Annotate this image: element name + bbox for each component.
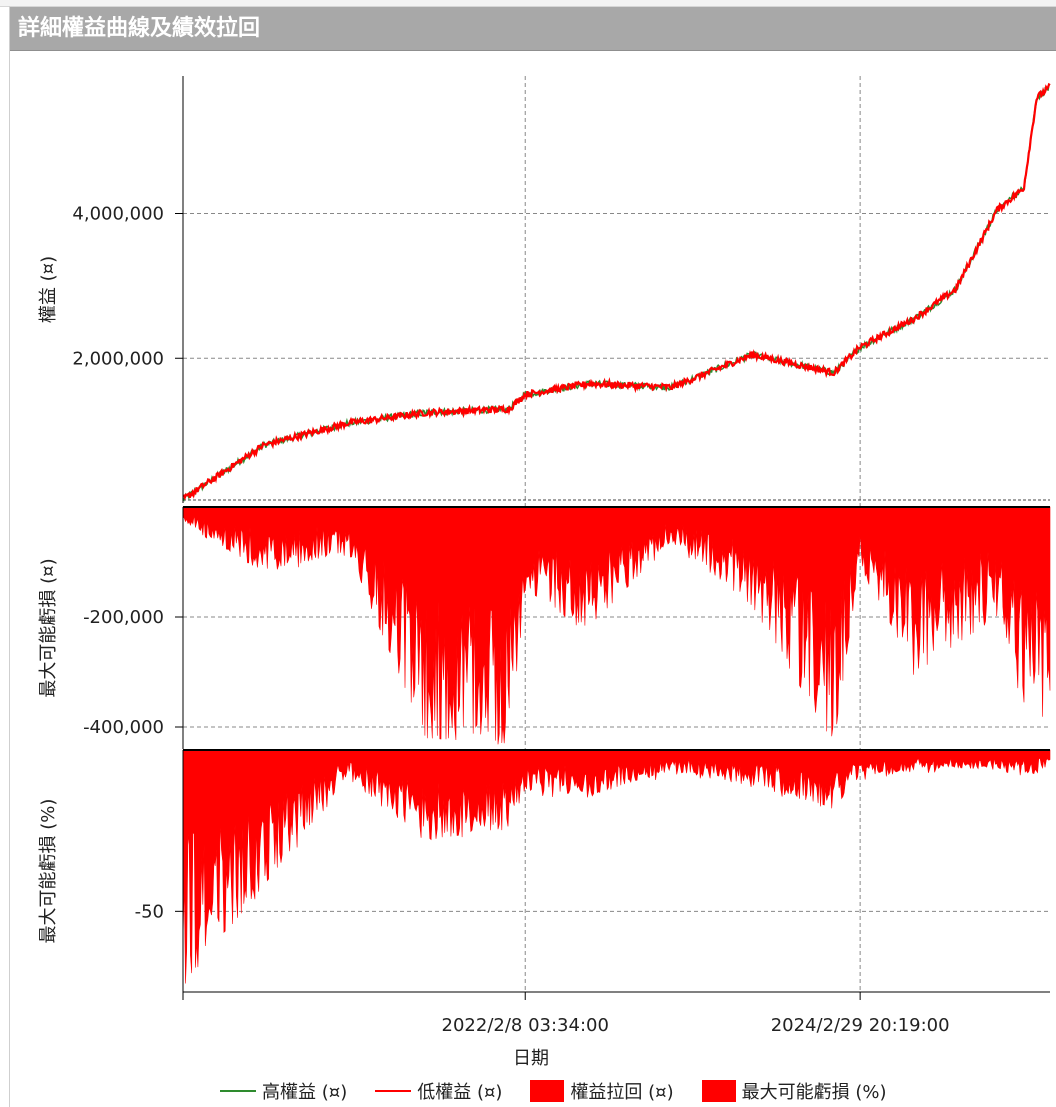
y-axis-title: 權益 (¤) [38, 256, 59, 323]
legend-item-drawdown[interactable]: 權益拉回 (¤) [530, 1078, 674, 1104]
legend-label: 權益拉回 (¤) [570, 1082, 674, 1103]
legend-item-high-equity[interactable]: 高權益 (¤) [220, 1078, 347, 1104]
legend-line-icon [220, 1090, 256, 1092]
window-title: 詳細權益曲線及績效拉回 [10, 7, 1056, 51]
x-axis-title: 日期 [513, 1048, 549, 1069]
chart-labels: 2022/2/8 03:34:00 2024/2/29 20:19:00 日期 2,0… [38, 204, 950, 1069]
window-top-edge [0, 0, 1056, 7]
y-tick-label: -400,000 [83, 717, 164, 738]
drawdown-area [182, 506, 1051, 745]
low-equity-line [182, 82, 1051, 501]
y-axis-title: 最大可能虧損 (%) [38, 799, 59, 944]
legend-line-icon [375, 1090, 412, 1092]
y-axis-title: 最大可能虧損 (¤) [38, 558, 59, 697]
legend-item-low-equity[interactable]: 低權益 (¤) [375, 1078, 502, 1104]
chart-plots [182, 82, 1051, 984]
legend-label: 低權益 (¤) [417, 1082, 503, 1103]
y-tick-label: -50 [135, 901, 164, 922]
max-loss-pct-area [182, 749, 1051, 984]
high-equity-line [182, 83, 1051, 502]
x-tick-label: 2024/2/29 20:19:00 [771, 1015, 950, 1036]
legend-item-max-loss-pct[interactable]: 最大可能虧損 (%) [701, 1078, 887, 1104]
chart-axes [175, 76, 1050, 1000]
y-tick-label: -200,000 [83, 607, 164, 628]
window-left-edge [9, 6, 10, 1107]
legend-label: 最大可能虧損 (%) [741, 1082, 887, 1103]
legend-box-icon [701, 1080, 736, 1102]
legend-label: 高權益 (¤) [262, 1082, 348, 1103]
y-tick-label: 4,000,000 [72, 204, 164, 225]
y-tick-label: 2,000,000 [72, 348, 164, 369]
legend-box-icon [530, 1080, 565, 1102]
x-tick-label: 2022/2/8 03:34:00 [442, 1015, 609, 1036]
chart-legend: 高權益 (¤) 低權益 (¤) 權益拉回 (¤) 最大可能虧損 (%) [220, 1076, 887, 1106]
